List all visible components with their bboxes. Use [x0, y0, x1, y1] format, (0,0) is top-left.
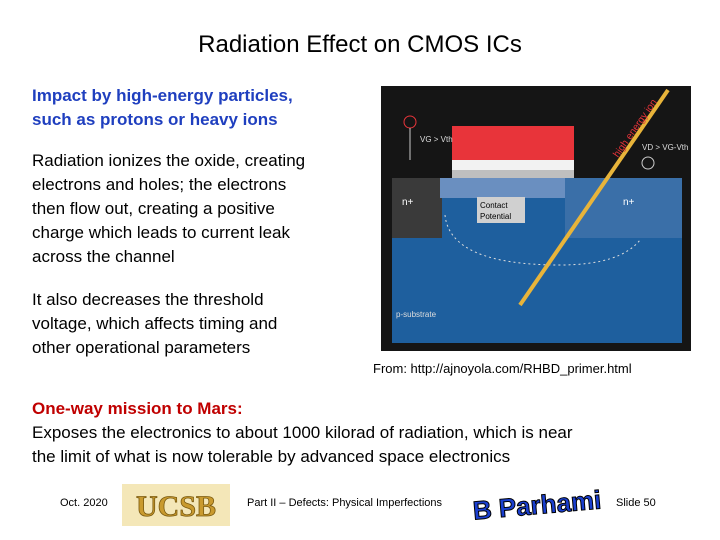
- impact-line: Impact by high-energy particles,: [32, 86, 293, 105]
- contact-label: Potential: [480, 212, 511, 221]
- mars-text: One-way mission to Mars: Exposes the elec…: [32, 399, 573, 466]
- caption: From: http://ajnoyola.com/RHBD_primer.ht…: [373, 361, 632, 376]
- gate-voltage: VG > Vth: [420, 135, 453, 144]
- threshold-line: It also decreases the threshold: [32, 290, 264, 309]
- ionizes-line: electrons and holes; the electrons: [32, 175, 286, 194]
- mars-line: Exposes the electronics to about 1000 ki…: [32, 423, 573, 442]
- footer-slide: Slide 50: [616, 497, 656, 509]
- source-label: n+: [402, 197, 414, 208]
- figure: VG > Vth VD > VG-Vth high energy ion n+ …: [381, 86, 691, 351]
- ionizes-line: across the channel: [32, 247, 175, 266]
- threshold-line: voltage, which affects timing and: [32, 314, 277, 333]
- contact-label: Contact: [480, 201, 508, 210]
- title: Radiation Effect on CMOS ICs: [198, 31, 522, 58]
- substrate-label: p-substrate: [396, 310, 437, 319]
- impact-line: such as protons or heavy ions: [32, 110, 278, 129]
- footer-logo: UCSB: [136, 490, 216, 523]
- footer-date: Oct. 2020: [60, 497, 108, 509]
- ionizes-line: Radiation ionizes the oxide, creating: [32, 151, 305, 170]
- ionizes-line: charge which leads to current leak: [32, 223, 290, 242]
- drain-label: n+: [623, 197, 635, 208]
- logo-box: [122, 484, 230, 526]
- threshold-line: other operational parameters: [32, 338, 250, 357]
- drain-voltage: VD > VG-Vth: [642, 143, 688, 152]
- left-text: Impact by high-energy particles, such as …: [32, 86, 305, 357]
- ionizes-line: then flow out, creating a positive: [32, 199, 275, 218]
- mars-line: the limit of what is now tolerable by ad…: [32, 447, 510, 466]
- mars-heading: One-way mission to Mars:: [32, 399, 243, 418]
- footer-part: Part II – Defects: Physical Imperfection…: [247, 497, 443, 509]
